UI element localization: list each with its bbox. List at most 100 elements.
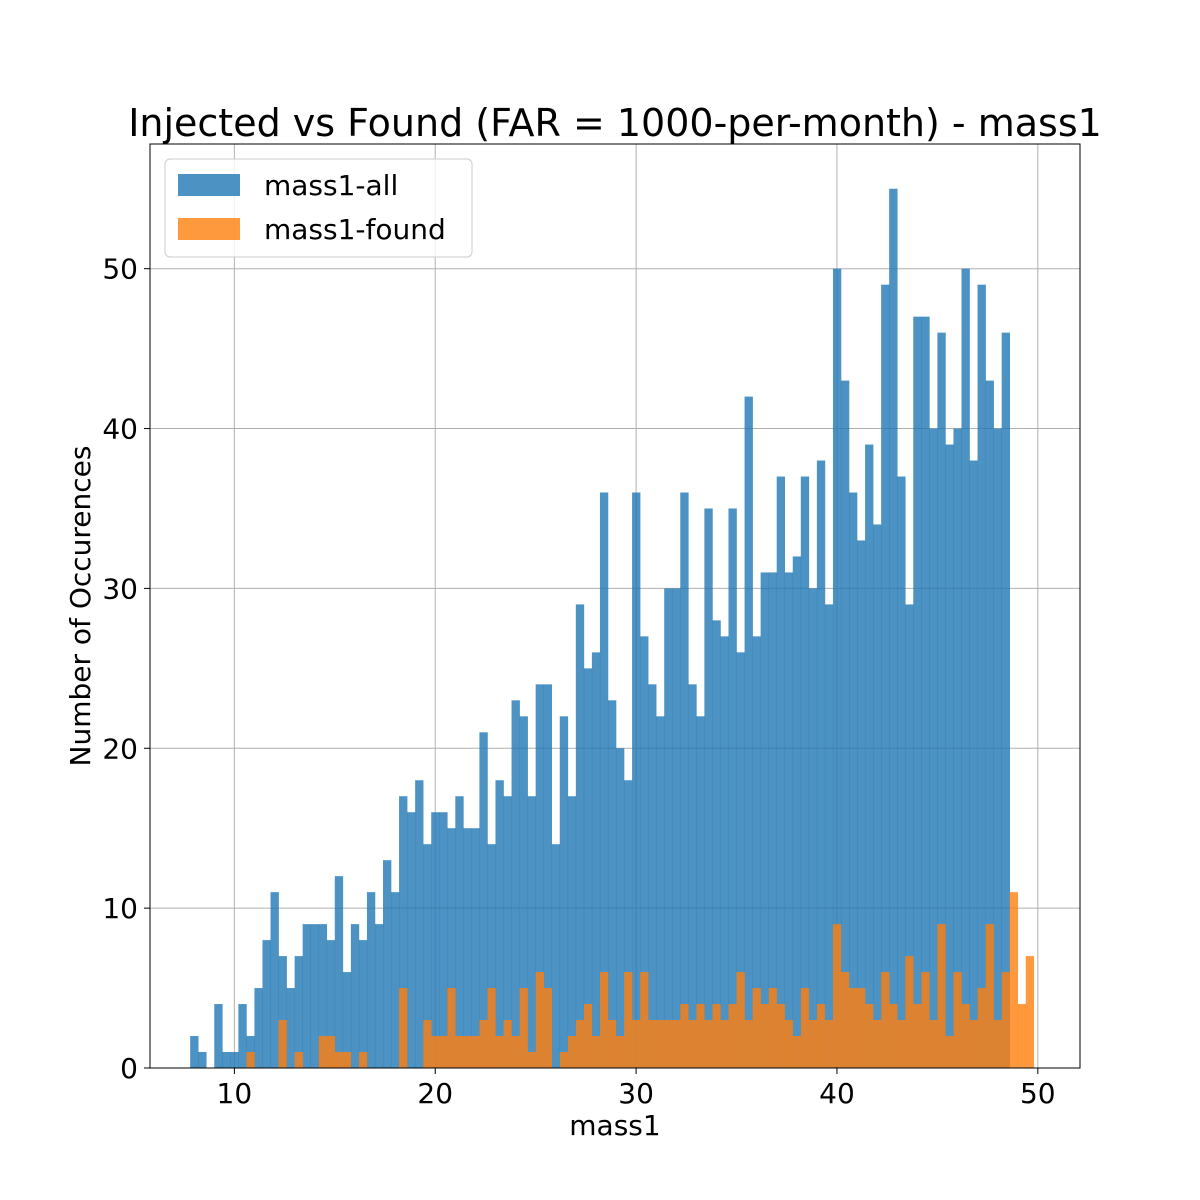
bar-mass1-found bbox=[567, 1036, 577, 1068]
bar-mass1-found bbox=[953, 972, 962, 1068]
bar-mass1-all bbox=[383, 860, 392, 1068]
bar-mass1-all bbox=[559, 716, 569, 1068]
bar-mass1-all bbox=[535, 684, 544, 1068]
y-tick-label: 30 bbox=[102, 572, 138, 605]
bar-mass1-found bbox=[840, 972, 850, 1068]
bar-mass1-all bbox=[350, 924, 360, 1068]
bar-mass1-found bbox=[559, 1052, 569, 1068]
bar-mass1-found bbox=[977, 988, 986, 1068]
bar-mass1-all bbox=[921, 316, 930, 1068]
bar-mass1-all bbox=[768, 572, 777, 1068]
bar-mass1-found bbox=[358, 1052, 368, 1068]
bar-mass1-found bbox=[632, 1020, 641, 1068]
bar-mass1-found bbox=[455, 1036, 464, 1068]
bar-mass1-all bbox=[334, 876, 344, 1068]
bar-mass1-found bbox=[294, 1052, 303, 1068]
bar-mass1-all bbox=[744, 396, 753, 1069]
bar-mass1-found bbox=[624, 972, 633, 1068]
bar-mass1-all bbox=[832, 268, 842, 1069]
bar-mass1-found bbox=[616, 1036, 625, 1068]
bar-mass1-all bbox=[680, 492, 689, 1068]
bar-mass1-found bbox=[487, 988, 496, 1068]
bar-mass1-all bbox=[423, 844, 432, 1068]
bar-mass1-all bbox=[969, 460, 978, 1068]
x-tick-label: 20 bbox=[417, 1077, 453, 1110]
bar-mass1-found bbox=[326, 1036, 336, 1068]
bar-mass1-all bbox=[897, 476, 906, 1069]
bar-mass1-all bbox=[439, 812, 448, 1068]
bar-mass1-all bbox=[503, 796, 512, 1068]
bar-mass1-found bbox=[985, 924, 994, 1068]
bar-mass1-found bbox=[318, 1036, 328, 1068]
bar-mass1-all bbox=[270, 892, 279, 1068]
bar-mass1-all bbox=[857, 540, 866, 1068]
bar-mass1-all bbox=[993, 428, 1002, 1069]
bar-mass1-found bbox=[736, 972, 745, 1068]
bar-mass1-found bbox=[865, 1004, 874, 1068]
bar-mass1-all bbox=[688, 684, 697, 1068]
legend-swatch-mass1-all bbox=[178, 174, 240, 196]
bar-mass1-found bbox=[672, 1020, 681, 1068]
bar-mass1-all bbox=[543, 684, 553, 1068]
bar-mass1-all bbox=[463, 828, 472, 1068]
bar-mass1-all bbox=[575, 604, 585, 1068]
bar-mass1-found bbox=[808, 1020, 818, 1068]
bar-mass1-found bbox=[688, 1020, 697, 1068]
x-tick-label: 40 bbox=[819, 1077, 855, 1110]
bar-mass1-all bbox=[913, 316, 922, 1068]
chart-title: Injected vs Found (FAR = 1000-per-month)… bbox=[128, 101, 1102, 145]
y-axis-label: Number of Occurences bbox=[64, 446, 97, 767]
bar-mass1-found bbox=[543, 988, 553, 1068]
bar-mass1-all bbox=[784, 572, 794, 1068]
bar-mass1-all bbox=[720, 636, 729, 1068]
bar-mass1-all bbox=[527, 796, 536, 1068]
bar-mass1-all bbox=[953, 428, 962, 1069]
bar-mass1-found bbox=[431, 1036, 440, 1068]
bar-mass1-all bbox=[583, 668, 593, 1068]
bars-layer bbox=[190, 188, 1035, 1069]
bar-mass1-all bbox=[567, 796, 577, 1068]
bar-mass1-all bbox=[214, 1004, 223, 1068]
bar-mass1-found bbox=[760, 1004, 769, 1068]
y-tick-label: 20 bbox=[102, 732, 138, 765]
bar-mass1-all bbox=[849, 492, 858, 1068]
bar-mass1-all bbox=[929, 428, 938, 1069]
bar-mass1-found bbox=[503, 1020, 512, 1068]
x-tick-label: 50 bbox=[1020, 1077, 1056, 1110]
bar-mass1-found bbox=[423, 1020, 432, 1068]
bar-mass1-all bbox=[286, 988, 295, 1068]
x-axis-label: mass1 bbox=[569, 1109, 660, 1142]
bar-mass1-all bbox=[776, 476, 786, 1069]
bar-mass1-found bbox=[640, 972, 649, 1068]
bar-mass1-all bbox=[431, 812, 440, 1068]
bar-mass1-all bbox=[471, 828, 480, 1068]
bar-mass1-found bbox=[752, 988, 761, 1068]
bar-mass1-found bbox=[246, 1052, 255, 1068]
bar-mass1-all bbox=[399, 796, 408, 1068]
bar-mass1-all bbox=[342, 972, 352, 1068]
bar-mass1-found bbox=[792, 1036, 802, 1068]
bar-mass1-all bbox=[415, 780, 424, 1068]
bar-mass1-found bbox=[439, 1036, 448, 1068]
bar-mass1-found bbox=[921, 972, 930, 1068]
bar-mass1-all bbox=[599, 492, 609, 1068]
bar-mass1-all bbox=[873, 524, 882, 1068]
bar-mass1-all bbox=[366, 892, 376, 1068]
bar-mass1-all bbox=[310, 924, 320, 1068]
bar-mass1-all bbox=[704, 508, 713, 1068]
y-tick-label: 0 bbox=[120, 1052, 138, 1085]
bar-mass1-all bbox=[824, 604, 834, 1068]
bar-mass1-found bbox=[575, 1020, 585, 1068]
bar-mass1-found bbox=[471, 1036, 480, 1068]
bar-mass1-found bbox=[937, 924, 946, 1068]
bar-mass1-found bbox=[535, 972, 544, 1068]
bar-mass1-all bbox=[190, 1036, 199, 1068]
bar-mass1-all bbox=[800, 476, 810, 1069]
plot-frame bbox=[149, 143, 1081, 1069]
bar-mass1-all bbox=[254, 988, 263, 1068]
legend-swatch-mass1-found bbox=[178, 218, 240, 240]
bar-mass1-found bbox=[849, 988, 858, 1068]
bar-mass1-all bbox=[808, 588, 818, 1068]
bar-mass1-found bbox=[897, 1020, 906, 1068]
bar-mass1-all bbox=[664, 588, 673, 1068]
